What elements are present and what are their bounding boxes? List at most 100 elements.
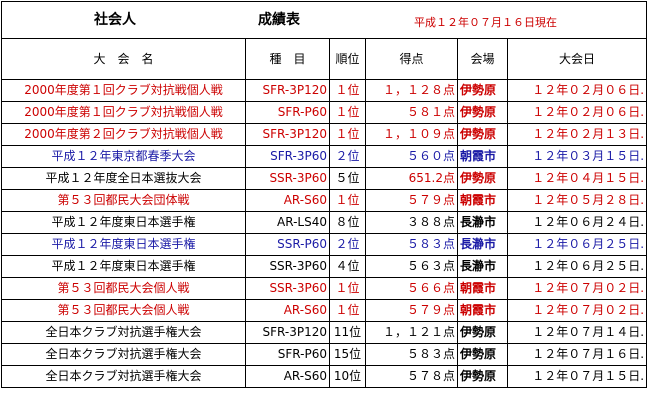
title-row: 社会人 成績表 平成１２年０７月１６日現在 (0, 1, 647, 39)
cell-score: １，１０９点 (365, 123, 458, 146)
cell-rank: 10位 (329, 365, 366, 388)
table-row: 第５３回都民大会個人戦 AR-S60 １位 ５７９点 朝霞市 １２年０７月０２日. (1, 299, 647, 322)
cell-competition: 第５３回都民大会個人戦 (1, 277, 246, 300)
cell-event: AR-S60 (245, 365, 330, 388)
table-row: 平成１２年度全日本選抜大会 SSR-3P60 ５位 651.2点 伊勢原 １２年０４月１５… (1, 167, 647, 190)
cell-event: SFR-3P120 (245, 123, 330, 146)
header-row: 大 会 名 種 目 順位 得点 会場 大会日 (1, 38, 647, 80)
cell-venue: 伊勢原 (457, 321, 508, 344)
page-subtitle: 成績表 (258, 12, 300, 28)
cell-event: AR-S60 (245, 299, 330, 322)
cell-event: SFR-P60 (245, 101, 330, 124)
cell-event: SSR-3P60 (245, 277, 330, 300)
table-row: 第５３回都民大会団体戦 AR-S60 １位 ５７９点 朝霞市 １２年０５月２８日. (1, 189, 647, 212)
cell-venue: 朝霞市 (457, 299, 508, 322)
cell-date: １２年０２月１３日. (506, 123, 647, 146)
cell-event: SSR-3P60 (245, 255, 330, 278)
cell-score: ５７９点 (365, 189, 458, 212)
header-rank: 順位 (329, 38, 366, 80)
cell-venue: 伊勢原 (457, 365, 508, 388)
cell-competition: 平成１２年東京都春季大会 (1, 145, 246, 168)
cell-event: AR-S60 (245, 189, 330, 212)
cell-competition: 第５３回都民大会団体戦 (1, 189, 246, 212)
cell-rank: ２位 (329, 145, 366, 168)
cell-competition: 2000年度第２回クラブ対抗戦個人戦 (1, 123, 246, 146)
cell-rank: １位 (329, 79, 366, 102)
table-row: 平成１２年度東日本選手権 SSR-P60 ２位 ５８３点 長瀞市 １２年０６月２５日. (1, 233, 647, 256)
cell-date: １２年０６月２４日. (506, 211, 647, 234)
cell-score: ５７８点 (365, 365, 458, 388)
cell-rank: １位 (329, 101, 366, 124)
cell-score: １，１２１点 (365, 321, 458, 344)
cell-rank: 11位 (329, 321, 366, 344)
cell-rank: １位 (329, 189, 366, 212)
cell-event: SSR-3P60 (245, 167, 330, 190)
cell-event: SSR-P60 (245, 233, 330, 256)
table-row: 全日本クラブ対抗選手権大会 AR-S60 10位 ５７８点 伊勢原 １２年０７月１５日. (1, 365, 647, 388)
cell-event: SFR-3P120 (245, 321, 330, 344)
cell-venue: 長瀞市 (457, 255, 508, 278)
cell-competition: 全日本クラブ対抗選手権大会 (1, 365, 246, 388)
cell-competition: 全日本クラブ対抗選手権大会 (1, 343, 246, 366)
header-name: 大 会 名 (1, 38, 246, 80)
cell-date: １２年０２月０６日. (506, 101, 647, 124)
cell-venue: 伊勢原 (457, 167, 508, 190)
title-cell: 社会人 成績表 平成１２年０７月１６日現在 (0, 1, 647, 39)
cell-date: １２年０７月０２日. (506, 299, 647, 322)
cell-rank: ４位 (329, 255, 366, 278)
table-row: 平成１２年東京都春季大会 SFR-3P60 ２位 ５６０点 朝霞市 １２年０３月１５日. (1, 145, 647, 168)
cell-venue: 伊勢原 (457, 79, 508, 102)
cell-date: １２年０５月２８日. (506, 189, 647, 212)
cell-date: １２年０６月２５日. (506, 255, 647, 278)
cell-competition: 平成１２年度東日本選手権 (1, 211, 246, 234)
cell-competition: 平成１２年度東日本選手権 (1, 233, 246, 256)
cell-date: １２年０２月０６日. (506, 79, 647, 102)
cell-score: ５６３点 (365, 255, 458, 278)
table-row: 第５３回都民大会個人戦 SSR-3P60 １位 ５６６点 朝霞市 １２年０７月０２日. (1, 277, 647, 300)
table-row: 2000年度第１回クラブ対抗戦個人戦 SFR-3P120 １位 １，１２８点 伊勢原 １２… (1, 79, 647, 102)
cell-event: AR-LS40 (245, 211, 330, 234)
table-row: 全日本クラブ対抗選手権大会 SFR-P60 15位 ５８３点 伊勢原 １２年０７月１６日. (1, 343, 647, 366)
header-event: 種 目 (245, 38, 330, 80)
page-title: 社会人 (94, 12, 136, 28)
cell-competition: 平成１２年度東日本選手権 (1, 255, 246, 278)
cell-competition: 2000年度第１回クラブ対抗戦個人戦 (1, 79, 246, 102)
table-row: 全日本クラブ対抗選手権大会 SFR-3P120 11位 １，１２１点 伊勢原 １２年０７月… (1, 321, 647, 344)
cell-rank: 15位 (329, 343, 366, 366)
cell-score: ３８８点 (365, 211, 458, 234)
cell-score: 651.2点 (365, 167, 458, 190)
cell-event: SFR-P60 (245, 343, 330, 366)
cell-venue: 朝霞市 (457, 145, 508, 168)
cell-rank: ８位 (329, 211, 366, 234)
table-row: 2000年度第１回クラブ対抗戦個人戦 SFR-P60 １位 ５８１点 伊勢原 １２年０２月… (1, 101, 647, 124)
cell-venue: 伊勢原 (457, 123, 508, 146)
cell-date: １２年０７月１５日. (506, 365, 647, 388)
cell-event: SFR-3P120 (245, 79, 330, 102)
cell-date: １２年０４月１５日. (506, 167, 647, 190)
cell-score: ５７９点 (365, 299, 458, 322)
cell-score: ５８１点 (365, 101, 458, 124)
cell-rank: ５位 (329, 167, 366, 190)
cell-date: １２年０３月１５日. (506, 145, 647, 168)
table-row: 平成１２年度東日本選手権 AR-LS40 ８位 ３８８点 長瀞市 １２年０６月２４日. (1, 211, 647, 234)
cell-rank: ２位 (329, 233, 366, 256)
table-row: 2000年度第２回クラブ対抗戦個人戦 SFR-3P120 １位 １，１０９点 伊勢原 １２… (1, 123, 647, 146)
cell-venue: 伊勢原 (457, 343, 508, 366)
cell-venue: 長瀞市 (457, 211, 508, 234)
table-row: 平成１２年度東日本選手権 SSR-3P60 ４位 ５６３点 長瀞市 １２年０６月２５日. (1, 255, 647, 278)
header-date: 大会日 (506, 38, 647, 80)
cell-event: SFR-3P60 (245, 145, 330, 168)
cell-venue: 伊勢原 (457, 101, 508, 124)
cell-date: １２年０７月１６日. (506, 343, 647, 366)
cell-venue: 朝霞市 (457, 189, 508, 212)
cell-date: １２年０７月０２日. (506, 277, 647, 300)
cell-date: １２年０７月１４日. (506, 321, 647, 344)
header-venue: 会場 (457, 38, 508, 80)
cell-score: ５６６点 (365, 277, 458, 300)
cell-score: １，１２８点 (365, 79, 458, 102)
as-of-date: 平成１２年０７月１６日現在 (414, 16, 557, 29)
cell-score: ５８３点 (365, 233, 458, 256)
cell-rank: １位 (329, 123, 366, 146)
cell-competition: 2000年度第１回クラブ対抗戦個人戦 (1, 101, 246, 124)
